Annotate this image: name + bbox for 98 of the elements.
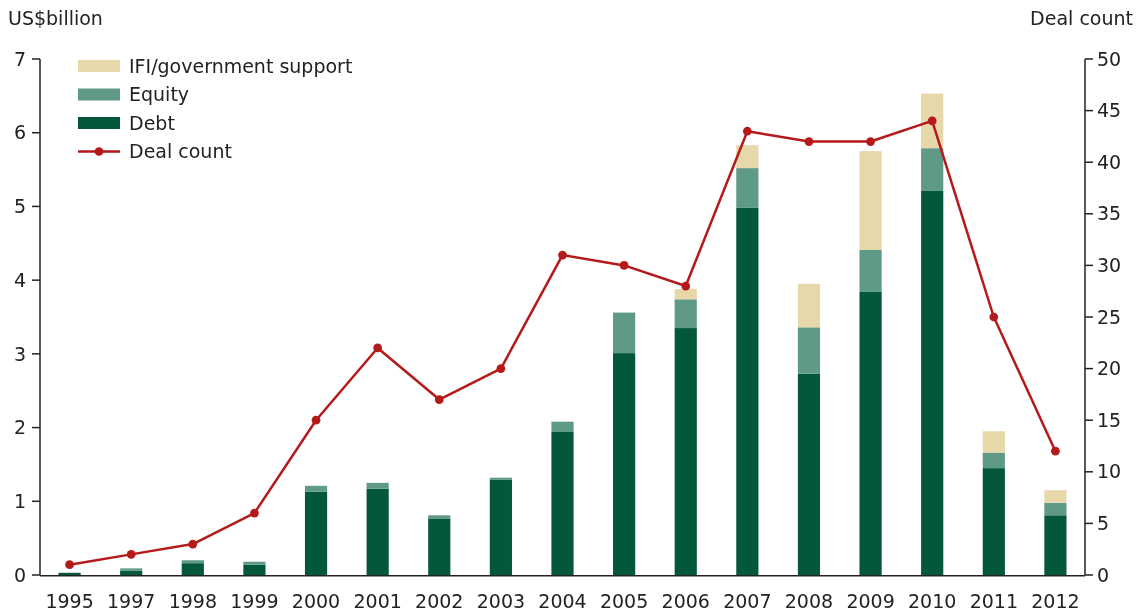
y-tick-label: 0 bbox=[13, 563, 26, 586]
y2-axis-title: Deal count bbox=[1030, 7, 1133, 29]
bar bbox=[613, 312, 636, 354]
x-tick-label: 2008 bbox=[784, 590, 834, 612]
bar bbox=[243, 564, 266, 575]
y-tick-label: 6 bbox=[13, 121, 26, 144]
point bbox=[866, 137, 875, 146]
bar bbox=[120, 570, 143, 575]
y-tick-label: 1 bbox=[13, 489, 26, 512]
x-tick-label: 2002 bbox=[415, 590, 464, 612]
bar bbox=[736, 145, 759, 169]
x-tick-label: 1998 bbox=[168, 590, 217, 612]
point bbox=[927, 116, 937, 126]
y-tick-label: 2 bbox=[13, 416, 26, 439]
bar bbox=[797, 283, 821, 328]
bar bbox=[1044, 515, 1067, 575]
point bbox=[311, 415, 321, 425]
x-tick-label: 2001 bbox=[353, 590, 402, 612]
bar bbox=[613, 353, 636, 575]
x-tick-label: 2000 bbox=[291, 590, 341, 612]
bar bbox=[797, 373, 821, 575]
y2-tick-label: 45 bbox=[1097, 99, 1122, 122]
x-tick-label: 2010 bbox=[908, 590, 957, 612]
bar bbox=[859, 291, 882, 575]
legend-label: Debt bbox=[129, 111, 175, 134]
bar bbox=[243, 561, 266, 565]
legend-label: IFI/government support bbox=[129, 54, 353, 77]
y-tick-label: 3 bbox=[13, 342, 26, 365]
point bbox=[742, 126, 752, 136]
bar bbox=[859, 151, 882, 250]
y2-tick-label: 40 bbox=[1097, 150, 1122, 173]
y2-tick-label: 25 bbox=[1097, 305, 1122, 328]
point bbox=[188, 539, 198, 549]
bar bbox=[489, 479, 512, 575]
bar bbox=[366, 482, 389, 489]
bar bbox=[736, 168, 759, 208]
bar bbox=[1044, 490, 1067, 503]
bar bbox=[551, 431, 574, 575]
bar bbox=[181, 563, 204, 575]
y2-tick-label: 10 bbox=[1097, 460, 1122, 483]
y-tick-label: 5 bbox=[13, 195, 26, 218]
x-tick-label: 2003 bbox=[476, 590, 526, 612]
bar bbox=[120, 568, 143, 571]
bar bbox=[982, 468, 1005, 575]
bar bbox=[797, 327, 821, 374]
bar bbox=[58, 572, 81, 575]
x-tick-label: 2011 bbox=[969, 590, 1018, 612]
y2-tick-label: 5 bbox=[1097, 512, 1110, 535]
x-tick-label: 2006 bbox=[661, 590, 710, 612]
y2-tick-label: 15 bbox=[1097, 408, 1122, 431]
point bbox=[434, 395, 444, 404]
bar bbox=[1044, 502, 1067, 516]
bar bbox=[489, 477, 512, 480]
point bbox=[989, 312, 999, 322]
bar bbox=[428, 515, 451, 519]
bar bbox=[304, 485, 328, 492]
bar bbox=[674, 328, 697, 575]
point bbox=[558, 250, 567, 260]
bar bbox=[366, 488, 389, 575]
y2-tick-label: 20 bbox=[1097, 357, 1122, 380]
bar bbox=[551, 421, 574, 432]
point bbox=[496, 364, 506, 373]
bar bbox=[982, 452, 1005, 469]
point bbox=[373, 343, 383, 353]
x-tick-label: 2007 bbox=[723, 590, 772, 612]
legend-label: Deal count bbox=[129, 140, 232, 163]
x-tick-label: 2009 bbox=[846, 590, 895, 612]
point bbox=[65, 560, 74, 570]
bar bbox=[304, 491, 328, 575]
bar bbox=[736, 207, 759, 575]
bar bbox=[921, 190, 944, 575]
x-tick-label: 2012 bbox=[1031, 590, 1080, 612]
legend-label: Equity bbox=[129, 83, 190, 106]
x-tick-label: 1995 bbox=[45, 590, 94, 612]
y-axis-title: US$billion bbox=[8, 7, 103, 29]
point bbox=[1051, 446, 1060, 456]
x-tick-label: 2005 bbox=[599, 590, 649, 612]
x-tick-label: 1999 bbox=[230, 590, 279, 612]
bar bbox=[921, 148, 944, 191]
y-tick-label: 4 bbox=[13, 268, 26, 291]
point bbox=[250, 508, 259, 518]
bar bbox=[982, 431, 1005, 453]
point bbox=[126, 550, 136, 559]
y2-tick-label: 0 bbox=[1097, 563, 1110, 586]
x-tick-label: 1997 bbox=[107, 590, 156, 612]
bar bbox=[181, 560, 204, 564]
y2-tick-label: 35 bbox=[1097, 202, 1122, 225]
x-tick-label: 2004 bbox=[538, 590, 587, 612]
point bbox=[804, 137, 814, 146]
y2-tick-label: 50 bbox=[1097, 47, 1122, 70]
bar bbox=[428, 518, 451, 575]
point bbox=[681, 281, 691, 291]
point bbox=[619, 261, 629, 270]
bar bbox=[674, 299, 697, 329]
bar bbox=[674, 288, 697, 300]
bar bbox=[859, 249, 882, 292]
y2-tick-label: 30 bbox=[1097, 254, 1122, 277]
y-tick-label: 7 bbox=[13, 47, 26, 70]
